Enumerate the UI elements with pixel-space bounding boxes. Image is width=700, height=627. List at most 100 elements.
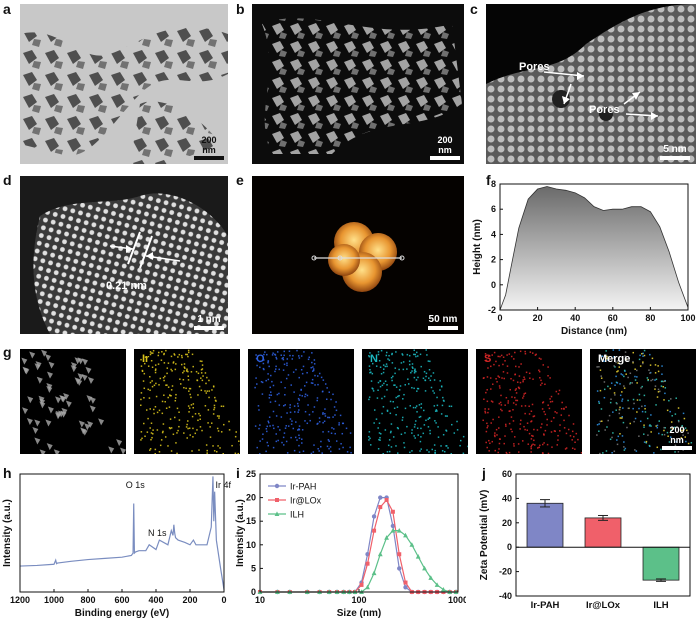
data-point xyxy=(372,528,377,533)
peak-label: N 1s xyxy=(148,528,167,538)
data-point xyxy=(403,532,408,538)
x-tick-label: 800 xyxy=(80,595,95,605)
haadf-map xyxy=(20,349,126,454)
y-axis-label: Intensity (a.u.) xyxy=(235,499,246,567)
y-tick-label: -20 xyxy=(499,567,512,577)
data-point xyxy=(415,554,421,559)
x-tick-label: 600 xyxy=(114,595,129,605)
n-map xyxy=(362,349,468,454)
scale-bar-g: 200 nm xyxy=(662,425,692,450)
x-tick-label: 80 xyxy=(645,313,655,323)
ir-map-dots xyxy=(140,349,240,454)
x-tick-label: 40 xyxy=(570,313,580,323)
n-map-label: N xyxy=(370,353,378,365)
panel-label-f: f xyxy=(486,172,491,188)
y-axis-label: Zeta Potential (mV) xyxy=(479,490,490,581)
bar-Ir-PAH xyxy=(526,502,564,548)
panel-label-j: j xyxy=(482,465,486,481)
plot-frame xyxy=(19,473,225,593)
o-map xyxy=(248,349,354,454)
scale-bar-c: 5 nm xyxy=(660,144,690,160)
plot-frame xyxy=(499,183,689,311)
data-point xyxy=(403,580,408,585)
legend-label: Ir@LOx xyxy=(290,496,322,506)
y-tick-label: 20 xyxy=(246,493,256,503)
tem-image-a: 200 nm xyxy=(20,4,228,164)
x-tick-label: 0 xyxy=(221,595,226,605)
x-tick-label: 60 xyxy=(608,313,618,323)
sem-particles-b xyxy=(262,18,462,154)
merge-map-dots xyxy=(596,349,693,454)
legend-label: ILH xyxy=(290,510,304,520)
data-point xyxy=(390,523,396,529)
s-map xyxy=(476,349,582,454)
y-tick-label: 2 xyxy=(491,255,496,265)
s-map-label: S xyxy=(484,353,492,365)
eds-mapping-row: Ir O N S Merge 200 nm xyxy=(20,349,696,454)
x-tick-label: 100 xyxy=(351,595,366,605)
data-point xyxy=(384,535,389,540)
y-tick-label: 0 xyxy=(251,587,256,597)
data-point xyxy=(428,575,434,580)
series-line-ILH xyxy=(260,530,457,593)
xps-spectrum xyxy=(19,476,225,590)
scale-bar-e: 50 nm xyxy=(428,314,458,330)
pores-label-1: Pores xyxy=(519,61,550,73)
data-point xyxy=(378,505,383,510)
legend-label: Ir-PAH xyxy=(290,482,316,492)
o-map-dots xyxy=(254,349,352,454)
stem-lattice-c xyxy=(486,4,696,164)
afm-image-e: 50 nm xyxy=(252,176,464,334)
x-tick-label: 1000 xyxy=(448,595,466,605)
category-label: Ir-PAH xyxy=(531,600,560,611)
tem-particles-a xyxy=(20,27,228,164)
merge-map xyxy=(590,349,696,454)
data-point xyxy=(434,582,440,587)
data-point xyxy=(390,528,396,533)
x-tick-label: 20 xyxy=(533,313,543,323)
data-point xyxy=(403,585,408,590)
x-axis-label: Size (nm) xyxy=(337,608,381,619)
data-point xyxy=(371,514,377,519)
y-tick-label: 25 xyxy=(246,469,256,479)
y-tick-label: -2 xyxy=(488,305,496,315)
peak-label: O 1s xyxy=(126,480,146,490)
y-tick-label: 60 xyxy=(502,469,512,479)
data-point xyxy=(359,582,364,587)
legend-marker xyxy=(274,483,280,489)
afm-particle-e xyxy=(311,222,405,292)
ir-map-label: Ir xyxy=(142,353,150,365)
panel-label-i: i xyxy=(236,465,240,481)
data-point xyxy=(377,551,383,557)
n-map-dots xyxy=(368,349,468,454)
x-tick-label: 10 xyxy=(255,595,265,605)
peak-label: Ir 4f xyxy=(215,480,231,490)
y-tick-label: 8 xyxy=(491,179,496,189)
data-point xyxy=(365,561,370,566)
xps-survey-chart: 1200 1000 800 600 400 200 0 O 1s N 1s Ir 4f Bindin… xyxy=(2,473,231,619)
bar-Ir@LOx xyxy=(584,517,622,548)
x-tick-label: 100 xyxy=(680,313,695,323)
x-tick-label: 1000 xyxy=(44,595,64,605)
ir-map xyxy=(134,349,240,454)
sem-image-b: 200 nm xyxy=(252,4,464,164)
x-axis-label: Binding energy (eV) xyxy=(75,608,169,619)
data-point xyxy=(378,495,383,500)
data-point xyxy=(440,587,446,592)
x-tick-label: 200 xyxy=(182,595,197,605)
legend-marker xyxy=(274,511,280,516)
haadf-map-dots xyxy=(21,349,126,454)
x-tick-label: 1200 xyxy=(10,595,30,605)
data-point xyxy=(397,552,402,557)
scale-bar-a: 200 nm xyxy=(194,135,224,160)
s-map-dots xyxy=(482,350,582,454)
scale-bar-b: 200 nm xyxy=(430,135,460,160)
bar-ILH xyxy=(642,546,680,581)
y-tick-label: 4 xyxy=(491,229,496,239)
data-point xyxy=(396,528,402,533)
height-profile-area xyxy=(499,186,689,311)
data-point xyxy=(422,565,427,571)
panel-label-a: a xyxy=(3,1,11,17)
panel-label-c: c xyxy=(470,1,478,17)
panel-label-e: e xyxy=(236,172,244,188)
